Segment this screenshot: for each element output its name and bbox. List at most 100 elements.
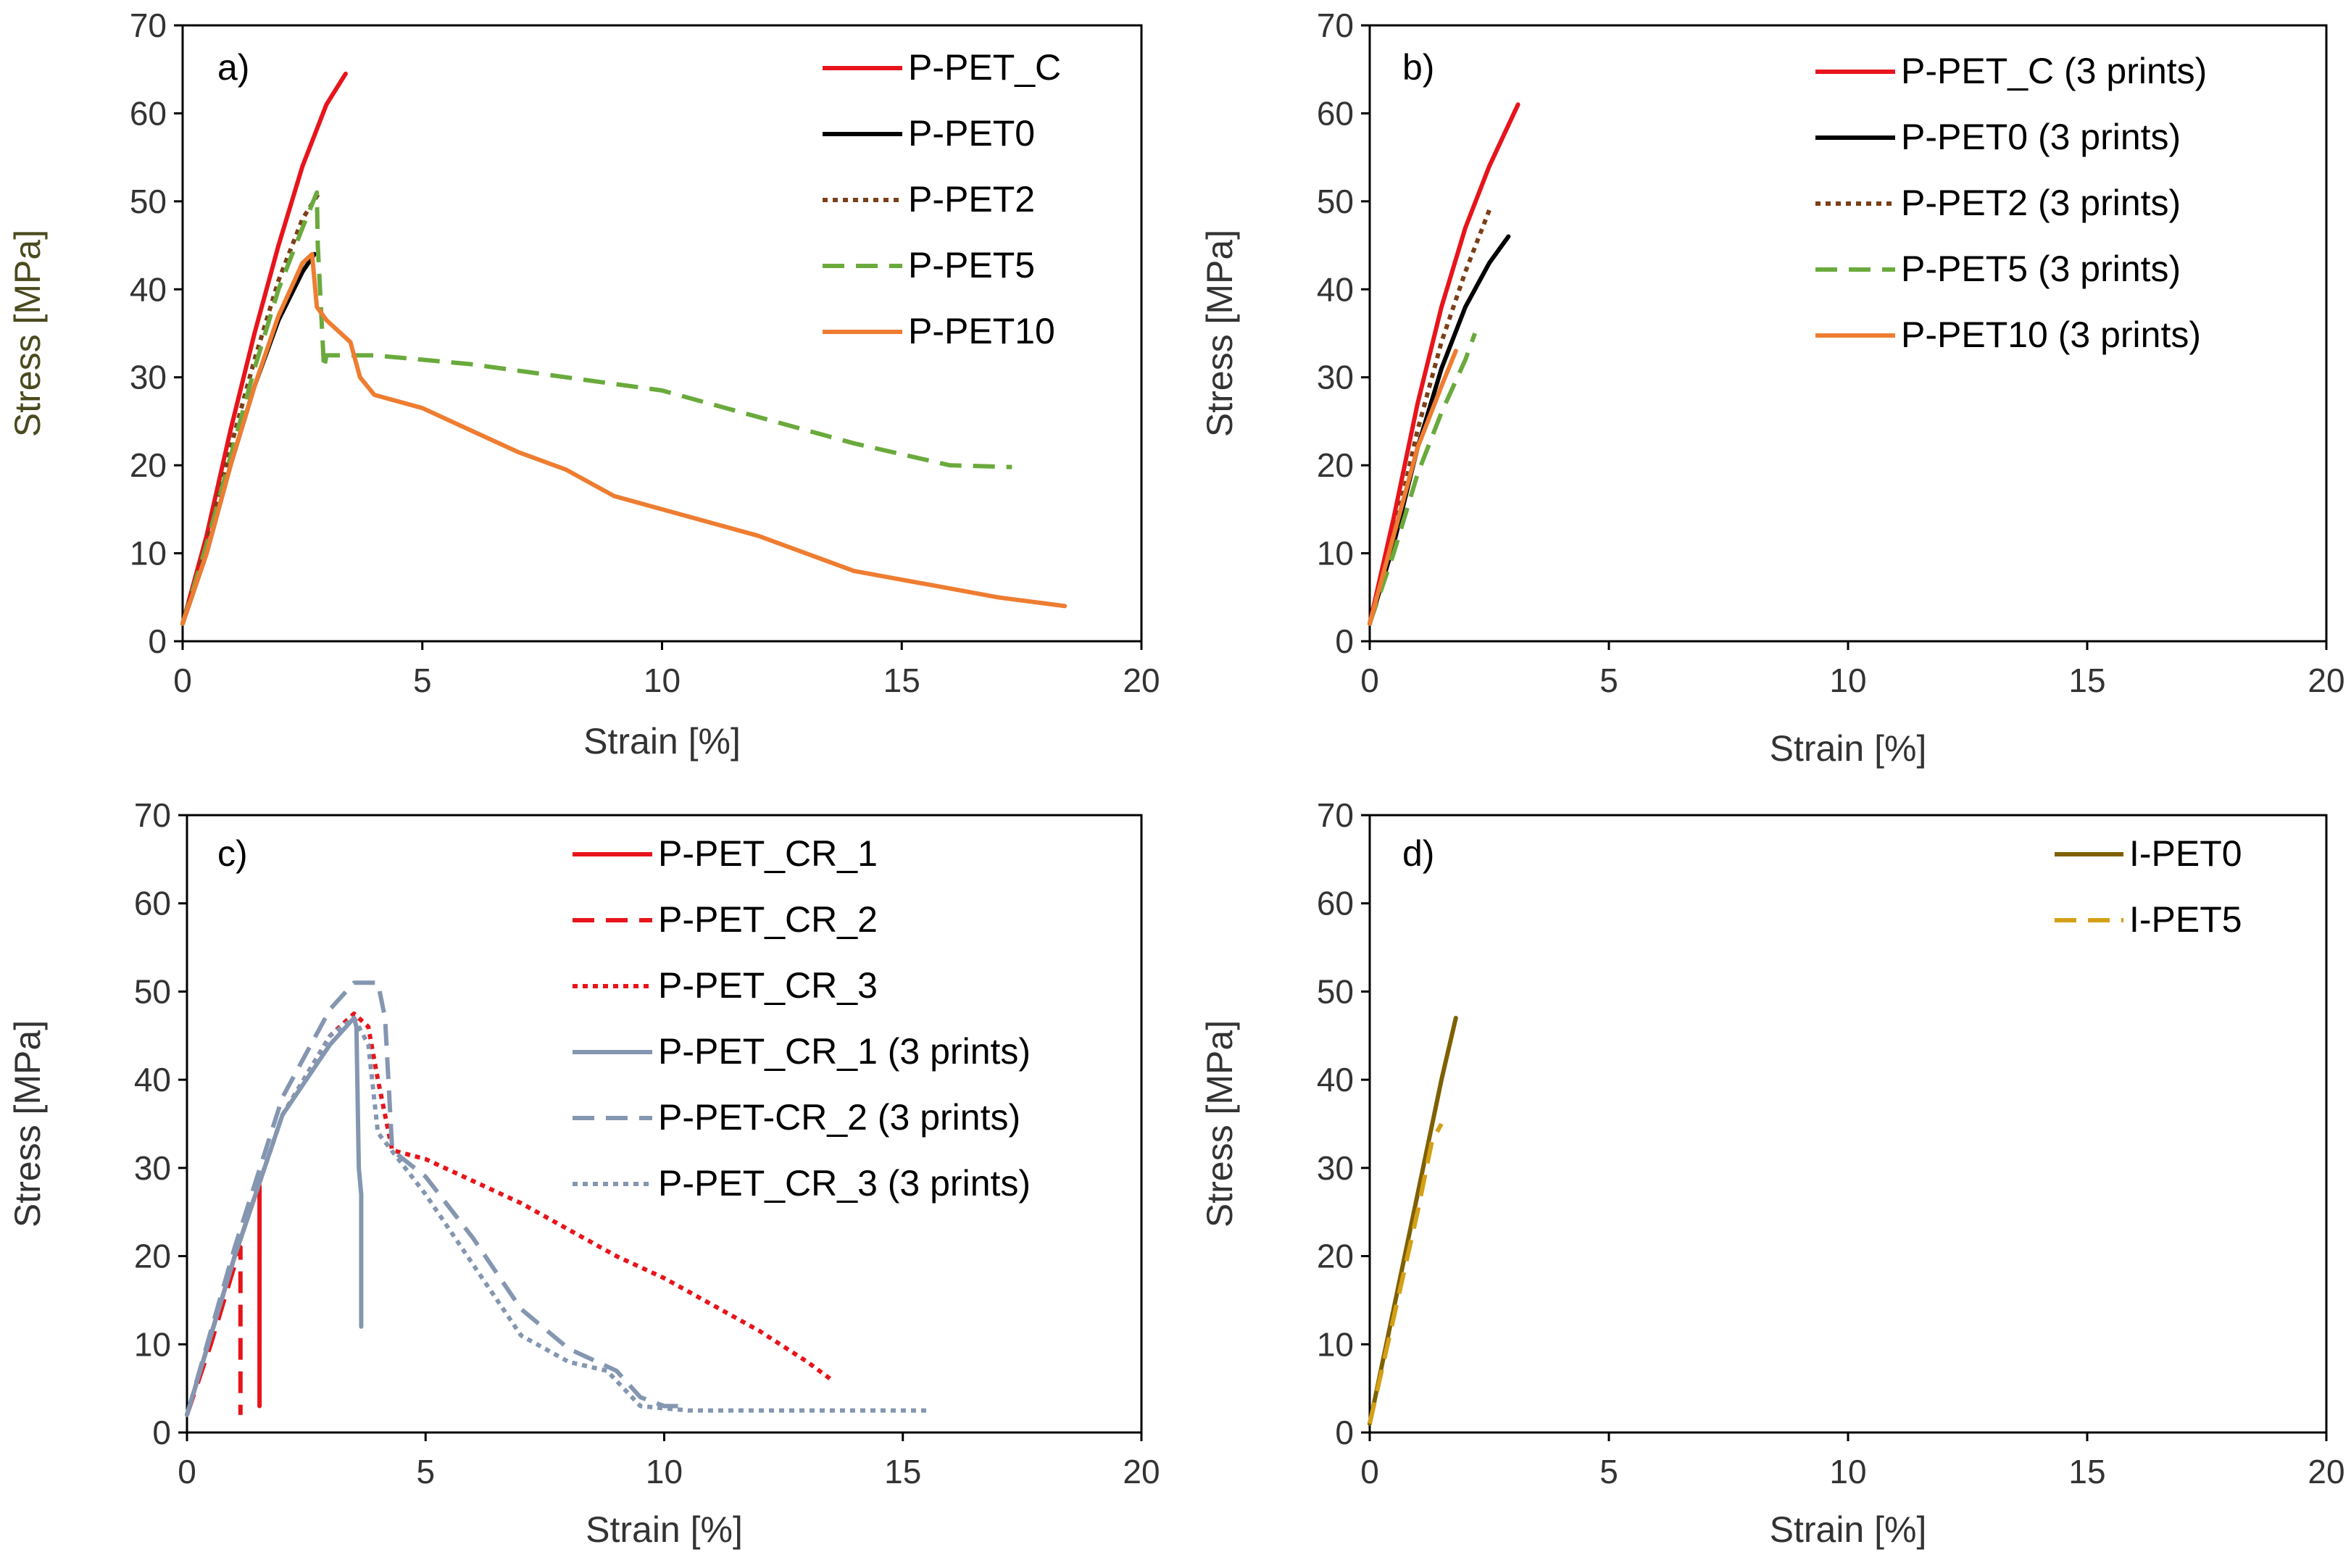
legend: P-PET_C (3 prints) P-PET0 (3 prints) P-PET… [1815, 51, 2207, 355]
x-tick-label: 20 [1123, 662, 1160, 699]
x-tick-label: 5 [416, 1453, 435, 1490]
series-line-4 [185, 1015, 364, 1417]
legend-entry: P-PET2 (3 prints) [1901, 183, 2181, 223]
y-tick-label: 30 [1317, 1149, 1354, 1187]
y-tick-label: 10 [1317, 535, 1354, 572]
y-tick-label: 60 [130, 94, 167, 132]
y-tick-label: 40 [1317, 270, 1354, 308]
y-tick-label: 50 [1317, 183, 1354, 220]
series-line-1 [1368, 1015, 1458, 1426]
y-tick-label: 0 [152, 1414, 171, 1451]
legend-entry: P-PET_CR_1 [658, 833, 878, 874]
x-tick-label: 20 [2308, 1453, 2344, 1490]
y-tick-label: 50 [130, 183, 167, 220]
x-tick-label: 5 [1599, 662, 1618, 699]
y-tick-label: 40 [134, 1061, 171, 1098]
y-axis-label: Stress [MPa] [7, 230, 48, 437]
x-tick-label: 20 [1123, 1453, 1160, 1490]
legend: P-PET_CR_1 P-PET_CR_2 P-PET_CR_3 P-PET_CR_1… [573, 833, 1031, 1204]
legend-entry: P-PET2 [908, 179, 1035, 220]
panel-label: c) [217, 833, 248, 874]
series-line-4 [180, 190, 1012, 625]
y-tick-label: 10 [130, 535, 167, 572]
x-tick-label: 15 [2068, 662, 2105, 699]
y-tick-label: 60 [1317, 885, 1354, 922]
y-tick-label: 40 [1317, 1061, 1354, 1098]
x-tick-label: 0 [173, 662, 192, 699]
legend-entry: P-PET_CR_3 (3 prints) [658, 1163, 1031, 1204]
y-tick-label: 20 [134, 1238, 171, 1275]
series-line-2 [1368, 234, 1511, 626]
chart-panel-a: 0 10 20 30 40 50 60 70 0 5 10 15 20 Strain [%] Stress … [7, 7, 1160, 762]
x-tick-label: 10 [1829, 662, 1866, 699]
x-tick-label: 5 [413, 662, 432, 699]
y-tick-label: 20 [130, 446, 167, 484]
y-tick-label: 70 [1317, 7, 1354, 44]
y-tick-label: 10 [134, 1325, 171, 1363]
x-axis-label: Strain [%] [583, 721, 741, 762]
x-tick-label: 15 [883, 662, 920, 699]
x-tick-label: 10 [644, 662, 681, 699]
legend: I-PET0 I-PET5 [2055, 833, 2242, 940]
series-line-1 [180, 71, 348, 626]
series-line-5 [185, 980, 688, 1416]
series-line-4 [1368, 332, 1478, 625]
series-line-5 [1368, 349, 1458, 626]
chart-panel-c: 0 10 20 30 40 50 60 70 0 5 10 15 20 Strain [%] Stress … [7, 796, 1160, 1550]
x-axis-label: Strain [%] [1770, 728, 1927, 769]
x-tick-label: 20 [2308, 662, 2344, 699]
y-tick-label: 10 [1317, 1325, 1354, 1363]
chart-panel-d: 0 10 20 30 40 50 60 70 0 5 10 15 20 Strain [%] Stress … [1199, 796, 2345, 1550]
x-tick-label: 10 [1829, 1453, 1866, 1490]
legend-entry: P-PET_CR_1 (3 prints) [658, 1031, 1031, 1072]
series-line-5 [180, 251, 1068, 626]
legend-entry: P-PET0 (3 prints) [1901, 117, 2181, 157]
legend-entry: P-PET_C [908, 47, 1061, 88]
legend-entry: P-PET0 [908, 113, 1035, 154]
series-line-3 [185, 1011, 833, 1416]
y-tick-label: 0 [1335, 622, 1354, 660]
y-tick-label: 30 [1317, 359, 1354, 396]
x-tick-label: 0 [1360, 662, 1379, 699]
y-tick-label: 20 [1317, 1238, 1354, 1275]
y-tick-label: 0 [1335, 1414, 1354, 1451]
y-tick-label: 70 [134, 796, 171, 834]
legend-entry: P-PET-CR_2 (3 prints) [658, 1097, 1020, 1138]
legend: P-PET_C P-PET0 P-PET2 P-PET5 P-PET10 [823, 47, 1061, 351]
y-tick-label: 40 [130, 270, 167, 308]
legend-entry: P-PET10 [908, 311, 1055, 351]
series-line-6 [185, 1015, 927, 1416]
x-tick-label: 15 [884, 1453, 921, 1490]
legend-entry: P-PET_CR_3 [658, 965, 878, 1006]
y-axis-label: Stress [MPa] [7, 1020, 48, 1227]
y-tick-label: 0 [148, 622, 167, 660]
legend-entry: P-PET5 (3 prints) [1901, 249, 2181, 289]
x-axis-label: Strain [%] [1770, 1509, 1927, 1550]
x-tick-label: 0 [1360, 1453, 1379, 1490]
y-axis-label: Stress [MPa] [1199, 230, 1240, 437]
panel-label: b) [1402, 47, 1434, 88]
panel-label: a) [217, 47, 249, 88]
panel-label: d) [1402, 833, 1434, 874]
legend-entry: P-PET_CR_2 [658, 899, 878, 940]
legend-entry: P-PET_C (3 prints) [1901, 51, 2207, 91]
series-line-2 [1368, 1122, 1444, 1425]
legend-entry: P-PET5 [908, 245, 1035, 285]
x-tick-label: 15 [2068, 1453, 2105, 1490]
y-tick-label: 60 [1317, 94, 1354, 132]
x-tick-label: 0 [178, 1453, 196, 1490]
y-tick-label: 30 [130, 359, 167, 396]
y-tick-label: 30 [134, 1149, 171, 1187]
legend-entry: P-PET10 (3 prints) [1901, 314, 2201, 355]
y-tick-label: 50 [1317, 972, 1354, 1010]
y-tick-label: 70 [1317, 796, 1354, 834]
series-line-1 [1368, 102, 1520, 626]
chart-panel-b: 0 10 20 30 40 50 60 70 0 5 10 15 20 Strain [%] Stress … [1199, 7, 2345, 769]
x-axis-label: Strain [%] [586, 1509, 743, 1550]
x-tick-label: 10 [646, 1453, 683, 1490]
y-axis-label: Stress [MPa] [1199, 1020, 1240, 1227]
y-tick-label: 60 [134, 885, 171, 922]
legend-entry: I-PET0 [2129, 833, 2242, 874]
legend-entry: I-PET5 [2129, 899, 2242, 940]
